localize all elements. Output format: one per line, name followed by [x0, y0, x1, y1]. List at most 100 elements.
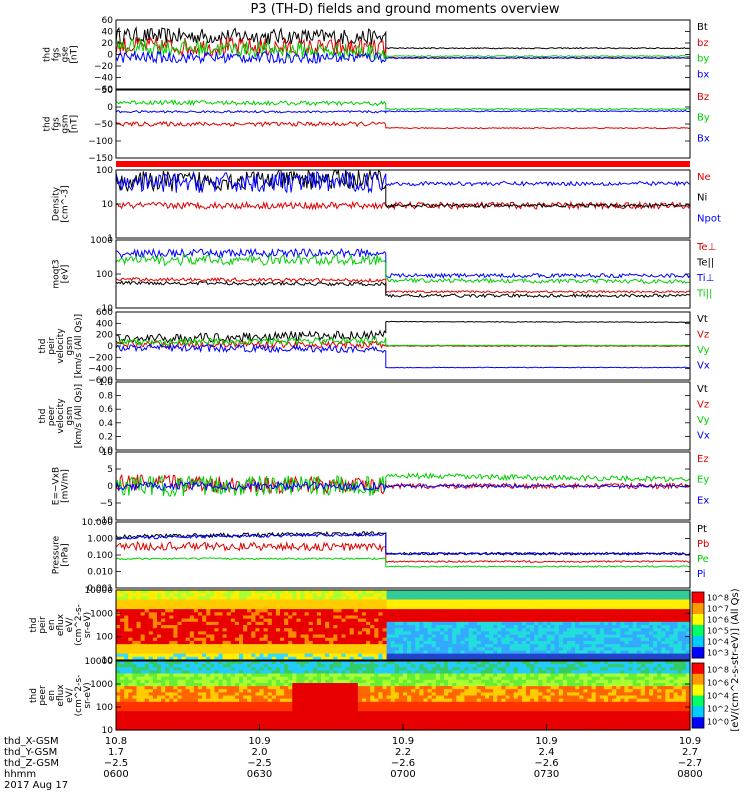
spectrogram-cell [439, 653, 445, 658]
spectrogram-cell [136, 695, 142, 700]
spectrogram-cell [140, 605, 146, 610]
spectrogram-cell [263, 647, 269, 652]
spectrogram-cell [624, 609, 630, 613]
spectrogram-cell [353, 720, 359, 725]
spectrogram-cell [202, 628, 207, 632]
spectrogram-cell [284, 708, 289, 712]
spectrogram-cell [271, 695, 277, 700]
spectrogram-cell [390, 605, 396, 610]
spectrogram-cell [210, 640, 215, 645]
spectrogram-cell [214, 621, 220, 626]
spectrogram-cell [128, 602, 133, 607]
spectrogram-cell [407, 615, 412, 620]
spectrogram-cell [366, 667, 371, 671]
spectrogram-cell [595, 637, 601, 642]
spectrogram-cell [349, 717, 355, 722]
spectrogram-cell [673, 615, 679, 620]
spectrogram-cell [337, 621, 343, 626]
spectrogram-cell [288, 726, 293, 731]
spectrogram-cell [140, 723, 146, 728]
spectrogram-cell [526, 625, 531, 629]
spectrogram-cell [251, 667, 256, 671]
spectrogram-cell [468, 625, 474, 629]
spectrogram-cell [657, 647, 662, 652]
spectrogram-cell [308, 599, 314, 604]
spectrogram-cell [157, 634, 162, 639]
spectrogram-cell [456, 618, 461, 623]
spectrogram-cell [661, 653, 666, 658]
spectrogram-cell [198, 605, 203, 610]
spectrogram-cell [173, 698, 179, 703]
spectrogram-cell [649, 634, 654, 639]
spectrogram-cell [374, 670, 379, 675]
spectrogram-cell [349, 683, 355, 687]
spectrogram-cell [526, 640, 531, 645]
spectrogram-cell [304, 720, 310, 725]
spectrogram-cell [382, 605, 388, 610]
spectrogram-cell [234, 723, 240, 728]
spectrogram-cell [218, 673, 224, 678]
spectrogram-cell [386, 695, 392, 700]
spectrogram-cell [427, 615, 433, 620]
spectrogram-cell [271, 605, 277, 610]
spectrogram-cell [579, 647, 584, 652]
spectrogram-cell [513, 650, 519, 655]
spectrogram-cell [185, 686, 191, 690]
spectrogram-cell [308, 679, 314, 684]
spectrogram-cell [239, 656, 244, 661]
spectrogram-cell [247, 673, 252, 678]
spectrogram-cell [189, 599, 195, 604]
spectrogram-cell [337, 615, 343, 620]
spectrogram-cell [505, 653, 511, 658]
spectrogram-cell [562, 593, 568, 597]
spectrogram-cell [214, 714, 220, 718]
spectrogram-cell [255, 605, 261, 610]
spectrogram-cell [624, 593, 630, 597]
spectrogram-cell [312, 676, 318, 681]
spectrogram-cell [128, 599, 133, 604]
spectrogram-cell [284, 723, 289, 728]
spectrogram-cell [165, 631, 170, 636]
spectrogram-cell [300, 644, 306, 648]
spectrogram-cell [423, 621, 429, 626]
spectrogram-cell [234, 679, 240, 684]
spectrogram-cell [300, 692, 306, 697]
spectrogram-cell [218, 708, 224, 712]
spectrogram-cell [148, 644, 154, 648]
spectrogram-cell [161, 692, 166, 697]
spectrogram-cell [296, 720, 302, 725]
spectrogram-cell [275, 711, 281, 715]
spectrogram-cell [374, 714, 379, 718]
spectrogram-cell [407, 698, 412, 703]
y-axis-label: eflux [56, 613, 66, 636]
spectrogram-cell [669, 590, 675, 594]
spectrogram-cell [128, 631, 133, 636]
spectrogram-cell [480, 621, 486, 626]
spectrogram-cell [423, 590, 429, 594]
spectrogram-cell [505, 615, 511, 620]
spectrogram-cell [423, 618, 429, 623]
spectrogram-cell [193, 698, 199, 703]
spectrogram-cell [595, 631, 601, 636]
spectrogram-cell [157, 664, 162, 668]
spectrogram-cell [644, 625, 650, 629]
spectrogram-cell [485, 647, 490, 652]
spectrogram-cell [337, 631, 343, 636]
spectrogram-cell [657, 609, 662, 613]
spectrogram-cell [239, 650, 244, 655]
spectrogram-cell [480, 609, 486, 613]
spectrogram-cell [480, 631, 486, 636]
spectrogram-cell [296, 661, 302, 665]
spectrogram-cell [218, 667, 224, 671]
spectrogram-cell [476, 631, 482, 636]
spectrogram-cell [128, 656, 133, 661]
spectrogram-cell [603, 593, 609, 597]
spectrogram-cell [189, 621, 195, 626]
spectrogram-cell [226, 628, 232, 632]
spectrogram-cell [206, 664, 211, 668]
spectrogram-cell [411, 673, 416, 678]
spectrogram-cell [218, 631, 224, 636]
spectrogram-cell [398, 683, 404, 687]
spectrogram-cell [476, 644, 482, 648]
spectrogram-cell [644, 653, 650, 658]
